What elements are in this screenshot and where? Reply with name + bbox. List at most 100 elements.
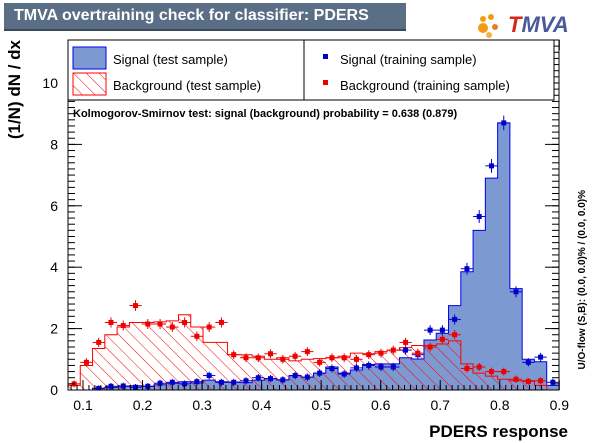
logo-text: TMVA <box>508 12 569 38</box>
background-train-point <box>485 367 498 376</box>
legend-label-background-test: Background (test sample) <box>113 78 261 93</box>
background-train-point <box>522 377 535 385</box>
signal-train-point <box>325 364 339 373</box>
signal-train-point <box>522 358 535 367</box>
background-train-point <box>460 364 474 373</box>
background-train-point <box>387 345 400 355</box>
chart-title: TMVA overtraining check for classifier: … <box>14 7 369 24</box>
signal-train-point <box>239 377 253 385</box>
background-train-point <box>534 377 547 385</box>
x-tick-label: 0.1 <box>73 397 93 413</box>
logo-dots-icon <box>478 14 498 38</box>
background-train-point <box>153 318 167 330</box>
background-train-point <box>473 362 486 372</box>
legend-swatch-signal-test <box>72 46 107 70</box>
background-train-point <box>362 350 375 360</box>
signal-train-point <box>215 378 228 386</box>
legend-label-signal-test: Signal (test sample) <box>113 52 228 67</box>
background-train-point <box>497 367 510 376</box>
y-tick-label: 8 <box>50 136 58 152</box>
legend-label-signal-train: Signal (training sample) <box>340 52 477 67</box>
signal-train-point <box>374 362 388 372</box>
background-train-point <box>129 300 142 311</box>
legend: Signal (test sample) Background (test sa… <box>67 39 555 101</box>
y-tick-label: 2 <box>50 321 58 337</box>
signal-train-point <box>203 371 216 380</box>
signal-train-point <box>190 378 204 386</box>
background-train-point <box>264 349 277 359</box>
x-tick-label: 0.7 <box>430 397 450 413</box>
signal-train-point <box>387 362 400 372</box>
background-train-point <box>423 342 437 352</box>
background-train-point <box>203 322 216 333</box>
logo-letters-mva: MVA <box>521 12 569 37</box>
legend-marker-signal-train <box>323 54 328 59</box>
background-train-point <box>350 355 363 364</box>
background-train-point <box>252 353 265 363</box>
background-train-point <box>166 322 179 333</box>
signal-train-point <box>141 383 154 390</box>
y-tick-label: 0 <box>50 382 58 398</box>
background-train-point <box>301 347 314 357</box>
y-tick-label: 6 <box>50 198 58 214</box>
signal-train-point <box>546 378 559 386</box>
background-train-point <box>374 348 388 358</box>
background-train-point <box>80 358 93 367</box>
signal-train-point <box>436 325 449 336</box>
background-train-point <box>239 353 253 363</box>
background-train-point <box>325 353 339 363</box>
signal-train-point <box>129 384 142 390</box>
legend-label-background-train: Background (training sample) <box>340 78 510 93</box>
signal-train-point <box>509 286 523 298</box>
background-train-point <box>338 353 351 363</box>
signal-train-point <box>276 376 289 384</box>
signal-train-point <box>362 361 375 370</box>
title-box: TMVA overtraining check for classifier: … <box>4 3 406 31</box>
signal-train-point <box>166 378 179 386</box>
signal-train-point <box>423 325 437 336</box>
x-tick-label: 0.2 <box>133 397 153 413</box>
signal-train-point <box>252 373 265 382</box>
x-tick-label: 0.6 <box>371 397 391 413</box>
legend-marker-background-train <box>323 80 328 85</box>
background-train-point <box>288 351 302 361</box>
x-tick-label: 0.3 <box>192 397 212 413</box>
signal-train-point <box>264 374 277 383</box>
signal-train-point <box>338 370 351 378</box>
signal-train-point <box>485 158 498 173</box>
signal-train-point <box>473 210 486 223</box>
signal-train-point <box>350 363 363 372</box>
background-train-point <box>436 334 449 345</box>
background-train-point <box>117 320 130 331</box>
signal-train-point <box>313 369 326 378</box>
signal-train-point <box>227 378 240 386</box>
background-train-point <box>141 318 154 330</box>
x-axis-label: PDERS response <box>429 422 568 441</box>
x-tick-label: 0.5 <box>311 397 331 413</box>
ks-test-annotation: Kolmogorov-Smirnov test: signal (backgro… <box>73 108 457 120</box>
y-tick-label: 10 <box>42 75 58 91</box>
y-axis-label: (1/N) dN / dx <box>5 39 24 139</box>
background-train-point <box>178 317 191 328</box>
background-train-point <box>92 337 105 348</box>
signal-train-point <box>448 314 461 325</box>
signal-train-point <box>288 371 302 380</box>
x-tick-label: 0.9 <box>550 397 570 413</box>
background-train-point <box>104 317 118 328</box>
signal-train-point <box>497 115 510 131</box>
y-tick-label: 4 <box>50 259 58 275</box>
tmva-logo: TMVA <box>474 12 592 40</box>
background-train-point <box>448 329 461 340</box>
logo-letter-t: T <box>508 12 522 37</box>
background-train-point <box>276 355 289 364</box>
background-train-point <box>313 358 326 367</box>
x-tick-label: 0.4 <box>252 397 272 413</box>
legend-swatch-background-test <box>72 72 107 96</box>
background-train-point <box>411 348 424 358</box>
x-tick-label: 0.8 <box>490 397 510 413</box>
legend-box-right <box>303 39 555 101</box>
background-train-point <box>227 350 240 360</box>
signal-train-point <box>534 352 547 362</box>
signal-train-point <box>460 262 474 275</box>
